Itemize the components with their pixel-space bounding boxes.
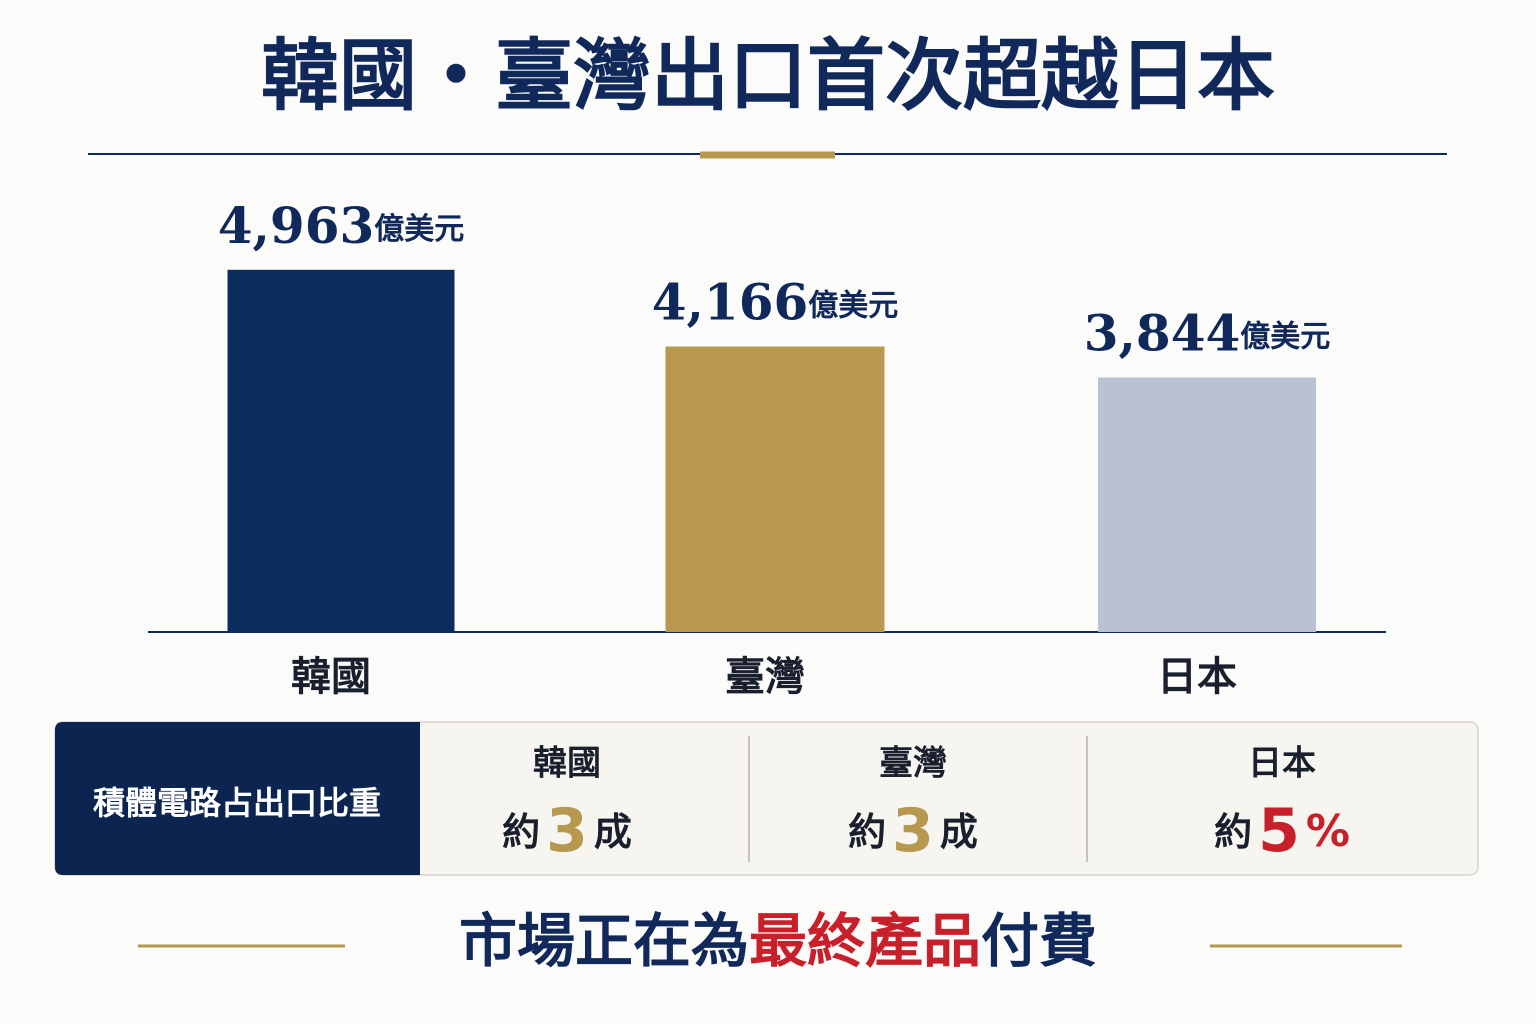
value-number: 4,963 — [218, 196, 375, 255]
cell-country: 臺灣 — [879, 744, 947, 784]
cell-country: 韓國 — [533, 744, 601, 784]
value-label: 3,844億美元 — [1084, 304, 1331, 363]
bar — [227, 269, 455, 632]
cell-value: 3 — [546, 796, 588, 866]
value-number: 3,844 — [1084, 304, 1241, 363]
cell-prefix: 約 — [848, 810, 886, 854]
bar — [665, 346, 885, 632]
footer-highlight: 最終產品 — [749, 907, 981, 975]
value-unit: 億美元 — [374, 211, 464, 246]
footer: 市場正在為最終產品付費 — [459, 907, 1097, 975]
x-tick-label: 臺灣 — [725, 654, 805, 700]
cell-suffix: 成 — [940, 810, 978, 854]
cell-prefix: 約 — [1214, 810, 1252, 854]
chart-title: 韓國・臺灣出口首次超越日本 — [261, 31, 1275, 122]
cell-suffix: % — [1306, 806, 1350, 857]
bar — [1098, 377, 1316, 632]
value-label: 4,166億美元 — [652, 273, 899, 332]
cell-suffix: 成 — [594, 810, 632, 854]
share-table-header-cell — [55, 722, 420, 875]
x-tick-label: 日本 — [1157, 654, 1237, 700]
value-number: 4,166 — [652, 273, 809, 332]
value-label: 4,963億美元 — [218, 196, 465, 255]
footer-text: 付費 — [981, 907, 1097, 975]
cell-value: 3 — [892, 796, 934, 866]
cell-share: 約 5% — [1214, 796, 1350, 866]
x-tick-label: 韓國 — [291, 654, 371, 700]
cell-prefix: 約 — [502, 810, 540, 854]
value-unit: 億美元 — [1240, 319, 1330, 354]
cell-country: 日本 — [1248, 744, 1316, 784]
footer-text: 市場正在為 — [459, 907, 749, 975]
value-unit: 億美元 — [808, 288, 898, 323]
cell-value: 5 — [1258, 796, 1300, 866]
share-table-label: 積體電路占出口比重 — [93, 784, 381, 822]
